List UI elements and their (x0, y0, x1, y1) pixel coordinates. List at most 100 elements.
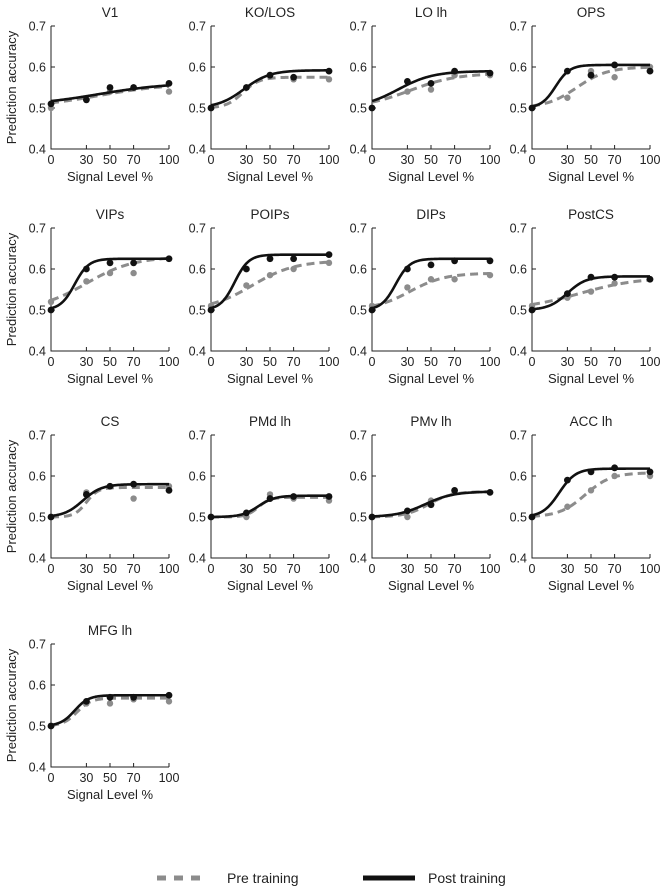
y-tick-label: 0.7 (189, 222, 206, 236)
y-axis-label: Prediction accuracy (4, 30, 19, 144)
post-training-point (266, 255, 274, 263)
y-tick-label: 0.6 (29, 263, 46, 277)
x-tick-label: 30 (239, 153, 253, 167)
x-tick-label: 50 (424, 355, 438, 369)
panel-title: LO lh (415, 5, 447, 20)
y-tick-label: 0.5 (29, 511, 46, 525)
post-training-point (404, 77, 411, 85)
post-training-curve (50, 257, 169, 310)
panel-title: PMd lh (249, 414, 291, 429)
x-tick-label: 50 (103, 771, 117, 785)
x-tick-label: 100 (159, 771, 180, 785)
post-training-point (611, 464, 618, 472)
pre-training-point (427, 276, 435, 283)
pre-training-point (427, 86, 435, 93)
chart-panel: CS 0.4 0.5 0.6 0.7 0 30 50 70 100 Signal Level % Pr… (4, 414, 179, 593)
pre-training-point (165, 88, 173, 95)
y-tick-label: 0.7 (510, 222, 527, 236)
post-training-point (451, 486, 458, 494)
post-training-point (165, 80, 173, 87)
x-tick-label: 0 (369, 153, 376, 167)
post-training-point (646, 67, 654, 75)
panel-title: V1 (102, 5, 119, 20)
x-tick-label: 0 (529, 355, 536, 369)
chart-panel: LO lh 0.4 0.5 0.6 0.7 0 30 50 70 100 Signal Level … (350, 5, 501, 184)
x-tick-label: 100 (640, 153, 661, 167)
x-tick-label: 100 (319, 355, 340, 369)
pre-training-curve (531, 65, 651, 108)
y-tick-label: 0.5 (189, 511, 206, 525)
post-training-point (611, 61, 618, 69)
post-training-point (486, 489, 494, 496)
x-axis-label: Signal Level % (548, 371, 634, 386)
y-tick-label: 0.7 (350, 429, 367, 443)
x-tick-label: 100 (159, 153, 180, 167)
x-tick-label: 30 (560, 153, 574, 167)
y-axis-label: Prediction accuracy (4, 439, 19, 553)
axis-frame (50, 435, 169, 559)
x-axis-label: Signal Level % (67, 169, 153, 184)
x-tick-label: 0 (48, 355, 55, 369)
y-tick-label: 0.4 (29, 143, 46, 157)
chart-panel: KO/LOS 0.4 0.5 0.6 0.7 0 30 50 70 100 Signal Level… (189, 5, 340, 184)
post-training-point (427, 261, 435, 269)
pre-training-point (404, 513, 411, 521)
x-tick-label: 100 (640, 562, 661, 576)
post-training-point (528, 104, 536, 112)
legend: Pre training Post training (157, 870, 506, 886)
x-tick-label: 100 (159, 355, 180, 369)
pre-training-curve (210, 260, 330, 306)
pre-training-point (266, 271, 274, 279)
y-tick-label: 0.5 (29, 720, 46, 734)
pre-training-point (290, 265, 297, 273)
panel-title: VIPs (96, 207, 125, 222)
pre-training-point (587, 487, 595, 494)
post-training-point (486, 69, 494, 77)
x-axis-label: Signal Level % (227, 371, 313, 386)
panel-title: MFG lh (88, 623, 132, 638)
panel-title: DIPs (416, 207, 446, 222)
post-training-point (587, 273, 595, 281)
pre-training-point (611, 280, 618, 287)
x-tick-label: 30 (239, 562, 253, 576)
post-training-point (368, 306, 376, 314)
legend-post-label: Post training (428, 870, 506, 886)
x-tick-label: 30 (400, 562, 414, 576)
post-training-point (290, 255, 297, 263)
post-training-point (611, 273, 618, 281)
y-tick-label: 0.4 (350, 345, 367, 359)
y-tick-label: 0.5 (510, 102, 527, 116)
post-training-point (528, 306, 536, 314)
post-training-curve (371, 257, 490, 310)
post-training-point (47, 513, 55, 521)
x-tick-label: 100 (640, 355, 661, 369)
post-training-point (47, 722, 55, 730)
post-training-curve (531, 63, 650, 108)
x-tick-label: 50 (103, 562, 117, 576)
x-tick-label: 70 (287, 153, 301, 167)
y-tick-label: 0.6 (29, 61, 46, 75)
axis-frame (531, 26, 650, 150)
post-training-point (427, 80, 435, 87)
post-training-point (243, 84, 250, 91)
y-tick-label: 0.5 (189, 102, 206, 116)
y-tick-label: 0.5 (510, 511, 527, 525)
x-tick-label: 0 (529, 153, 536, 167)
post-training-point (165, 691, 173, 699)
y-tick-label: 0.6 (350, 263, 367, 277)
y-tick-label: 0.7 (29, 20, 46, 34)
post-training-point (106, 482, 114, 490)
y-tick-label: 0.4 (510, 345, 527, 359)
x-tick-label: 70 (127, 771, 141, 785)
x-tick-label: 30 (400, 355, 414, 369)
pre-training-point (404, 284, 411, 291)
y-tick-label: 0.6 (189, 263, 206, 277)
post-training-point (83, 698, 90, 705)
panel-title: KO/LOS (245, 5, 295, 20)
panel-title: PostCS (568, 207, 614, 222)
x-tick-label: 70 (287, 355, 301, 369)
post-training-point (290, 493, 297, 500)
y-tick-label: 0.6 (189, 61, 206, 75)
y-tick-label: 0.7 (189, 429, 206, 443)
x-axis-label: Signal Level % (227, 169, 313, 184)
